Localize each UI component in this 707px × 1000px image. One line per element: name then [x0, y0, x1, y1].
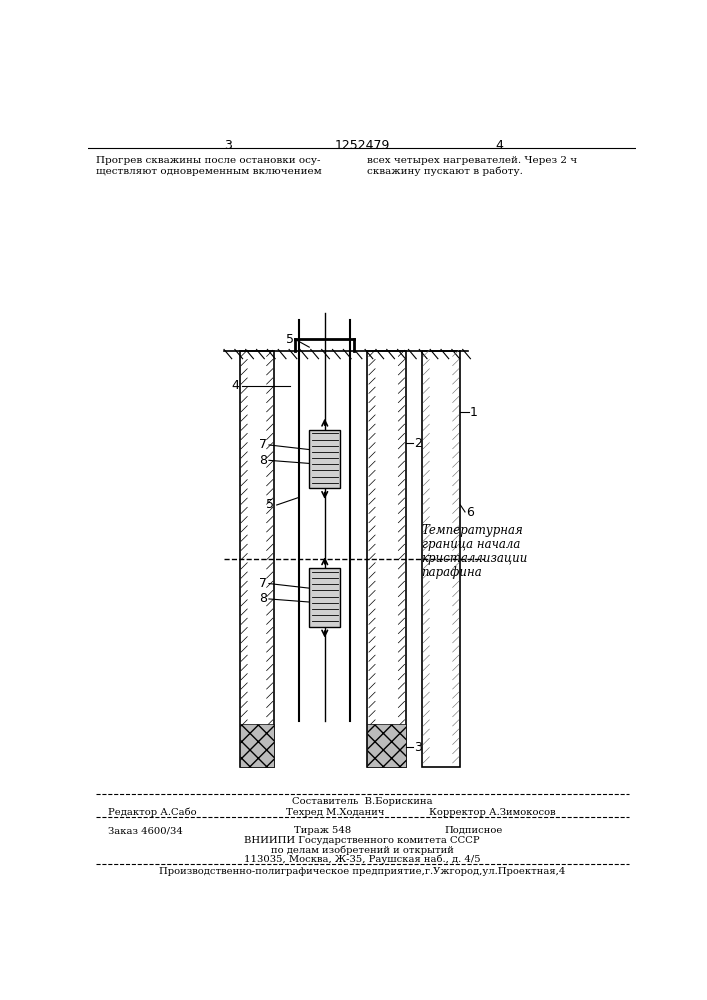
Text: 113035, Москва, Ж-35, Раушская наб., д. 4/5: 113035, Москва, Ж-35, Раушская наб., д. …: [244, 855, 480, 864]
Bar: [368, 724, 406, 767]
Text: Техред М.Ходанич: Техред М.Ходанич: [286, 808, 385, 817]
Bar: [240, 351, 274, 767]
Text: 5: 5: [267, 498, 274, 512]
Text: ВНИИПИ Государственного комитета СССР: ВНИИПИ Государственного комитета СССР: [244, 836, 480, 845]
Text: 8: 8: [259, 592, 267, 605]
Bar: [421, 351, 460, 767]
Text: Корректор А.Зимокосов: Корректор А.Зимокосов: [429, 808, 556, 817]
Bar: [309, 430, 340, 488]
Text: 6: 6: [466, 506, 474, 519]
Text: 5: 5: [286, 333, 293, 346]
Text: скважину пускают в работу.: скважину пускают в работу.: [368, 167, 523, 176]
Text: Составитель  В.Борискина: Составитель В.Борискина: [292, 797, 432, 806]
Text: кристаллизации: кристаллизации: [421, 552, 528, 565]
Text: 4: 4: [495, 139, 503, 152]
Text: 3: 3: [414, 741, 422, 754]
Bar: [240, 724, 274, 767]
Text: парафина: парафина: [421, 566, 482, 579]
Text: Заказ 4600/34: Заказ 4600/34: [107, 826, 182, 835]
Text: Производственно-полиграфическое предприятие,г.Ужгород,ул.Проектная,4: Производственно-полиграфическое предприя…: [159, 867, 565, 876]
Text: 7: 7: [259, 438, 267, 451]
Text: Редактор А.Сабо: Редактор А.Сабо: [107, 808, 197, 817]
Text: 2: 2: [414, 437, 422, 450]
Text: 7: 7: [259, 577, 267, 590]
Text: по делам изобретений и открытий: по делам изобретений и открытий: [271, 845, 453, 855]
Text: всех четырех нагревателей. Через 2 ч: всех четырех нагревателей. Через 2 ч: [368, 156, 578, 165]
Bar: [368, 351, 406, 767]
Text: Прогрев скважины после остановки осу-: Прогрев скважины после остановки осу-: [96, 156, 321, 165]
Text: Температурная: Температурная: [421, 524, 523, 537]
Text: граница начала: граница начала: [421, 538, 520, 551]
Text: 1252479: 1252479: [334, 139, 390, 152]
Text: 1: 1: [469, 406, 477, 419]
Text: 3: 3: [224, 139, 232, 152]
Text: 8: 8: [259, 454, 267, 467]
Text: ществляют одновременным включением: ществляют одновременным включением: [96, 167, 322, 176]
Text: Тираж 548: Тираж 548: [293, 826, 351, 835]
Text: 4: 4: [232, 379, 240, 392]
Bar: [309, 568, 340, 627]
Text: Подписное: Подписное: [445, 826, 503, 835]
